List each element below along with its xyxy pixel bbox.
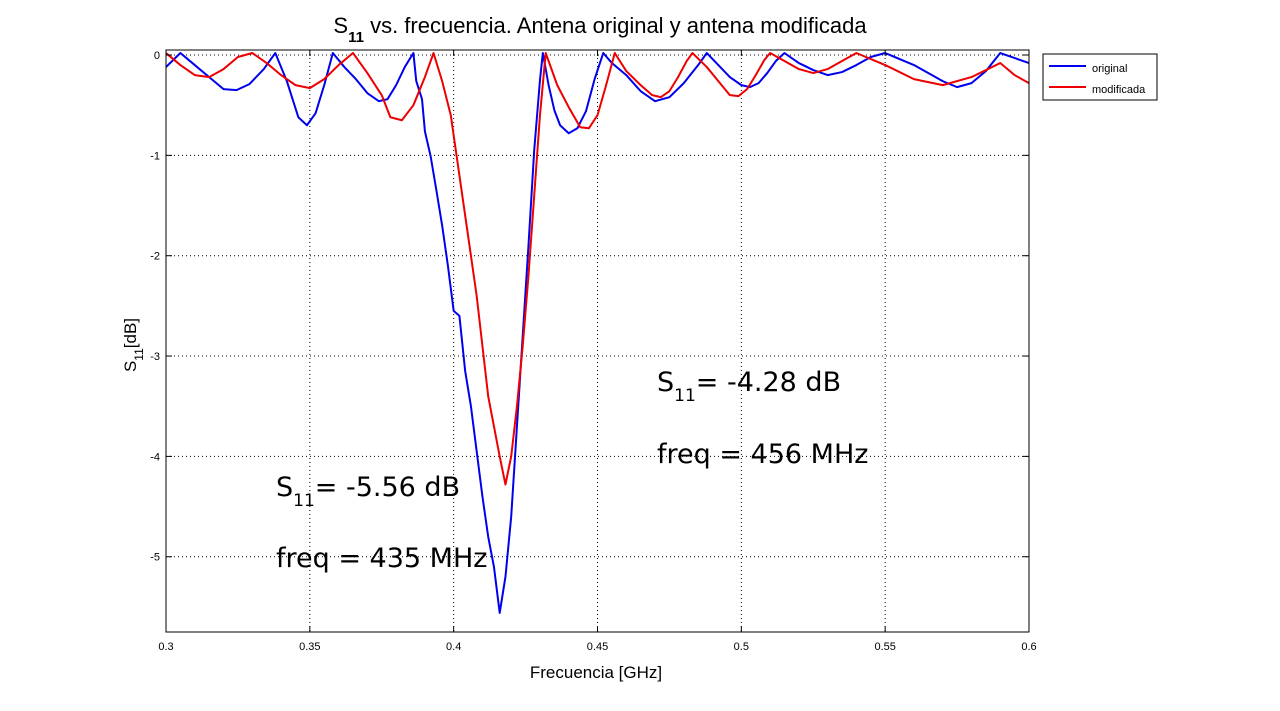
- x-tick-label: 0.55: [874, 641, 895, 653]
- annotation-modificada: S11= -4.28 dB freq = 456 MHz: [657, 367, 868, 470]
- legend-label-modificada: modificada: [1092, 84, 1146, 96]
- x-tick-label: 0.3: [158, 641, 173, 653]
- y-tick-label: -4: [150, 451, 160, 463]
- annotation-original-s11: S11= -5.56 dB: [276, 472, 460, 511]
- series-line-modificada: [166, 52, 1029, 486]
- annotation-modificada-freq: freq = 456 MHz: [657, 439, 868, 470]
- grid-lines: [166, 50, 1029, 632]
- annotation-original: S11= -5.56 dB freq = 435 MHz: [276, 472, 487, 574]
- x-tick-label: 0.6: [1021, 641, 1036, 653]
- chart-title: S11 vs. frecuencia. Antena original y an…: [333, 13, 867, 46]
- x-tick-label: 0.35: [299, 641, 320, 653]
- y-tick-label: -1: [150, 150, 160, 162]
- y-tick-label: -2: [150, 251, 160, 263]
- legend: original modificada: [1042, 53, 1158, 101]
- x-tick-label: 0.4: [446, 641, 461, 653]
- plot-area: 0.3 0.35 0.4 0.45 0.5 0.55 0.6 0 -1 -2 -3 -4 -5: [150, 49, 1037, 653]
- x-axis-label: Frecuencia [GHz]: [530, 663, 662, 682]
- y-tick-label: -5: [150, 552, 160, 564]
- series-layer: [166, 52, 1029, 614]
- x-tick-label: 0.5: [734, 641, 749, 653]
- y-axis-label: S11[dB]: [121, 318, 146, 372]
- legend-box: [1042, 53, 1158, 101]
- y-tick-label: -3: [150, 351, 160, 363]
- annotation-original-freq: freq = 435 MHz: [276, 543, 487, 574]
- annotation-modificada-s11: S11= -4.28 dB: [657, 367, 841, 406]
- y-tick-label: 0: [154, 50, 160, 62]
- legend-label-original: original: [1092, 63, 1127, 75]
- axis-ticks: 0.3 0.35 0.4 0.45 0.5 0.55 0.6 0 -1 -2 -3 -4 -5: [150, 50, 1037, 653]
- x-tick-label: 0.45: [587, 641, 608, 653]
